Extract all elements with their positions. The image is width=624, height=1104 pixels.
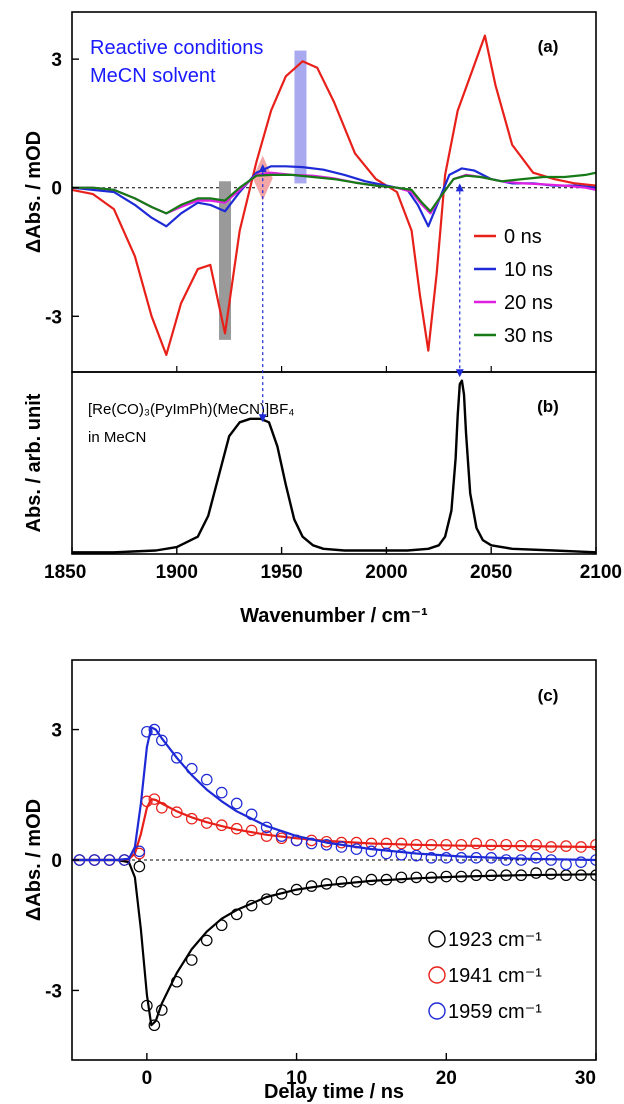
data-point-c-2-35: [575, 856, 587, 868]
legend-label-c-1: 1941 cm⁻¹: [448, 965, 542, 987]
data-point-c-2-21: [365, 845, 378, 858]
legend-label-a-2: 20 ns: [504, 292, 553, 314]
data-point-c-0-21: [365, 873, 378, 886]
x-axis-title-c: Delay time / ns: [264, 1081, 404, 1103]
plot-frame-b: [71, 371, 597, 555]
data-point-c-1-30: [500, 838, 512, 851]
data-point-c-2-7: [156, 734, 168, 747]
data-point-c-0-9: [185, 954, 198, 966]
xtick-label-b-3: 2000: [365, 562, 407, 583]
data-point-c-2-34: [560, 858, 572, 871]
data-point-c-2-10: [200, 773, 213, 786]
panel-label-b: (b): [537, 397, 559, 416]
panel-a-transient-ir-spectra: -3 0 3 (a) Reactive conditions MeCN solvent 0 …: [23, 11, 597, 373]
data-point-c-2-24: [410, 849, 423, 862]
data-point-c-2-27: [455, 852, 468, 864]
x-axis-title-b: Wavenumber / cm⁻¹: [240, 605, 428, 627]
data-point-c-2-23: [395, 848, 408, 861]
series-line-a-0: [72, 34, 596, 356]
xtick-label-b-0: 1850: [44, 562, 86, 583]
panel-label-a: (a): [538, 37, 559, 56]
data-point-c-1-13: [245, 824, 258, 837]
data-point-c-2-26: [440, 852, 453, 864]
annotation-line-2: MeCN solvent: [90, 65, 216, 87]
ytick-label-a-2: 3: [51, 50, 62, 71]
y-axis-title-b: Abs. / arb. unit: [23, 393, 45, 532]
ytick-label-a-1: 0: [51, 179, 62, 200]
legend-marker-c-0: [428, 930, 446, 948]
data-point-c-2-4: [133, 845, 146, 858]
data-point-c-2-5: [141, 725, 153, 738]
data-point-c-0-10: [200, 934, 213, 947]
xtick-label-b-1: 1900: [156, 562, 198, 583]
data-point-c-2-12: [230, 797, 243, 810]
legend-label-a-3: 30 ns: [504, 325, 553, 347]
legend-label-a-0: 0 ns: [504, 226, 542, 248]
series-line-a-3: [72, 171, 596, 215]
compound-name: [Re(CO)₃(PyImPh)(MeCN)]BF₄: [88, 401, 294, 418]
series-line-a-1: [72, 165, 596, 228]
data-point-c-1-6: [148, 793, 161, 805]
fit-line-c-0: [72, 858, 596, 1027]
y-axis-title-c: ΔAbs. / mOD: [23, 799, 45, 921]
data-point-c-2-18: [320, 838, 333, 851]
data-point-c-1-28: [470, 837, 483, 850]
data-point-c-0-4: [133, 860, 146, 873]
marker-band-1959: [294, 50, 307, 184]
data-point-c-2-19: [335, 841, 348, 853]
xtick-label-b-4: 2050: [470, 562, 512, 583]
legend-marker-c-1: [428, 966, 446, 984]
series-line-b-0: [72, 379, 597, 554]
data-point-c-1-32: [530, 838, 542, 851]
panel-b-ftir-spectrum: 1850 1900 1950 2000 2050 2100 (b) [Re(CO)₃(PyIm…: [23, 164, 622, 627]
annotation-line-1: Reactive conditions: [90, 37, 263, 59]
data-point-c-2-25: [425, 852, 438, 864]
ytick-label-c-0: -3: [45, 981, 62, 1002]
legend-label-c-0: 1923 cm⁻¹: [448, 929, 542, 951]
ytick-label-c-2: 3: [51, 721, 62, 742]
data-point-c-0-6: [148, 1019, 161, 1032]
xtick-label-c-3: 30: [575, 1068, 596, 1089]
link-arrowhead-up-1: [455, 183, 464, 192]
data-point-c-2-22: [380, 847, 393, 860]
legend-marker-c-2: [428, 1002, 446, 1020]
legend-label-c-2: 1959 cm⁻¹: [448, 1001, 542, 1023]
data-point-c-0-32: [530, 867, 542, 879]
data-point-c-0-23: [395, 871, 408, 884]
fit-line-c-1: [72, 798, 596, 862]
xtick-label-c-0: 0: [142, 1068, 153, 1089]
panel-label-c: (c): [538, 686, 559, 705]
data-point-c-2-8: [171, 752, 183, 764]
xtick-label-c-1: 10: [286, 1068, 307, 1089]
data-point-c-2-31: [515, 854, 527, 866]
data-point-c-2-20: [350, 843, 363, 855]
data-point-c-2-11: [215, 786, 228, 799]
link-arrowhead-up-0: [258, 164, 267, 173]
fit-line-c-2: [72, 726, 596, 862]
data-point-c-1-15: [275, 832, 288, 845]
data-point-c-2-6: [148, 723, 161, 736]
data-point-c-2-30: [500, 854, 512, 866]
compound-solvent: in MeCN: [88, 429, 146, 446]
link-arrowhead-down-0: [258, 414, 267, 423]
marker-band-1923: [219, 181, 232, 340]
legend-label-a-1: 10 ns: [504, 259, 553, 281]
ytick-label-c-1: 0: [51, 851, 62, 872]
ytick-label-a-0: -3: [45, 307, 62, 328]
data-point-c-0-19: [335, 875, 348, 888]
link-arrowhead-down-1: [455, 369, 464, 378]
xtick-label-b-5: 2100: [580, 562, 622, 583]
xtick-label-b-2: 1950: [260, 562, 302, 583]
y-axis-title-a: ΔAbs. / mOD: [23, 131, 45, 253]
data-point-c-1-8: [171, 806, 183, 818]
xtick-label-c-2: 20: [436, 1068, 457, 1089]
